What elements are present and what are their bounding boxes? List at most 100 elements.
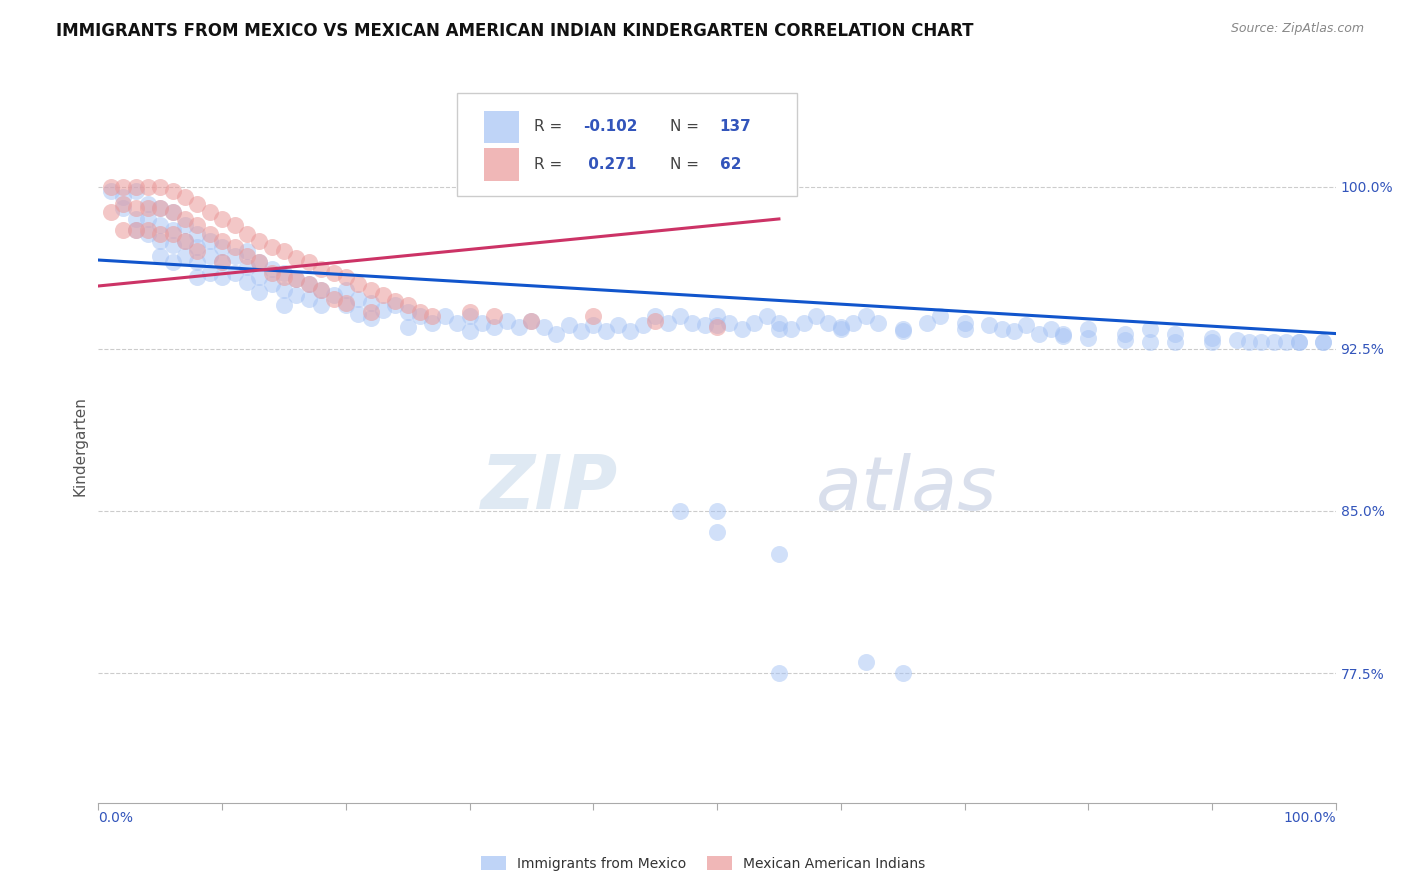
- Point: [149, 179, 172, 194]
- Point: [162, 255, 184, 269]
- Point: [198, 227, 221, 241]
- Point: [793, 316, 815, 330]
- Point: [211, 211, 233, 226]
- Point: [198, 234, 221, 248]
- Point: [136, 196, 159, 211]
- Point: [247, 255, 270, 269]
- Point: [174, 219, 197, 233]
- Point: [979, 318, 1001, 332]
- Y-axis label: Kindergarten: Kindergarten: [72, 396, 87, 496]
- Point: [855, 655, 877, 669]
- Point: [693, 318, 716, 332]
- Point: [112, 196, 135, 211]
- Point: [706, 320, 728, 334]
- Point: [162, 227, 184, 241]
- Point: [1040, 322, 1063, 336]
- Point: [731, 322, 754, 336]
- Point: [186, 240, 208, 254]
- Point: [706, 310, 728, 324]
- Point: [582, 310, 605, 324]
- Point: [619, 325, 641, 339]
- Point: [247, 234, 270, 248]
- Point: [322, 266, 344, 280]
- Point: [309, 298, 332, 312]
- Text: R =: R =: [534, 157, 567, 172]
- Point: [224, 266, 246, 280]
- Point: [186, 270, 208, 285]
- Point: [768, 316, 790, 330]
- Point: [830, 322, 852, 336]
- Point: [186, 227, 208, 241]
- Point: [546, 326, 568, 341]
- Point: [657, 316, 679, 330]
- Point: [124, 223, 146, 237]
- Point: [236, 260, 259, 274]
- Point: [347, 292, 370, 306]
- Point: [260, 277, 283, 291]
- Point: [1288, 335, 1310, 350]
- Point: [706, 525, 728, 540]
- Point: [1263, 335, 1285, 350]
- Point: [569, 325, 592, 339]
- Point: [236, 249, 259, 263]
- Point: [484, 310, 506, 324]
- Point: [1114, 326, 1136, 341]
- Point: [162, 205, 184, 219]
- Point: [1312, 335, 1334, 350]
- Text: N =: N =: [671, 157, 704, 172]
- Point: [211, 255, 233, 269]
- Point: [149, 201, 172, 215]
- Text: 137: 137: [720, 120, 751, 134]
- Point: [285, 272, 308, 286]
- Point: [644, 313, 666, 327]
- Point: [162, 223, 184, 237]
- Text: ZIP: ZIP: [481, 452, 619, 525]
- Point: [309, 261, 332, 276]
- Point: [396, 298, 419, 312]
- Point: [211, 270, 233, 285]
- Point: [990, 322, 1012, 336]
- Text: R =: R =: [534, 120, 567, 134]
- Text: 100.0%: 100.0%: [1284, 812, 1336, 825]
- Point: [124, 223, 146, 237]
- Point: [1237, 335, 1260, 350]
- Point: [446, 316, 468, 330]
- Point: [162, 238, 184, 252]
- Point: [112, 190, 135, 204]
- Point: [1312, 335, 1334, 350]
- Point: [174, 190, 197, 204]
- Point: [409, 305, 432, 319]
- Point: [198, 205, 221, 219]
- Point: [149, 219, 172, 233]
- Text: 0.0%: 0.0%: [98, 812, 134, 825]
- Point: [780, 322, 803, 336]
- Point: [298, 277, 321, 291]
- Point: [830, 320, 852, 334]
- Point: [186, 255, 208, 269]
- Point: [396, 305, 419, 319]
- Point: [508, 320, 530, 334]
- Point: [273, 266, 295, 280]
- Point: [891, 325, 914, 339]
- Point: [1052, 326, 1074, 341]
- Point: [100, 184, 122, 198]
- Point: [953, 316, 976, 330]
- Point: [1250, 335, 1272, 350]
- Point: [422, 316, 444, 330]
- Point: [768, 322, 790, 336]
- Point: [1052, 328, 1074, 343]
- Point: [706, 318, 728, 332]
- Point: [124, 179, 146, 194]
- Point: [384, 298, 406, 312]
- Point: [1077, 331, 1099, 345]
- Point: [260, 261, 283, 276]
- Point: [309, 283, 332, 297]
- Point: [174, 211, 197, 226]
- Text: IMMIGRANTS FROM MEXICO VS MEXICAN AMERICAN INDIAN KINDERGARTEN CORRELATION CHART: IMMIGRANTS FROM MEXICO VS MEXICAN AMERIC…: [56, 22, 974, 40]
- Point: [298, 255, 321, 269]
- Point: [582, 318, 605, 332]
- Point: [136, 223, 159, 237]
- Point: [1201, 335, 1223, 350]
- Point: [236, 244, 259, 259]
- Point: [595, 325, 617, 339]
